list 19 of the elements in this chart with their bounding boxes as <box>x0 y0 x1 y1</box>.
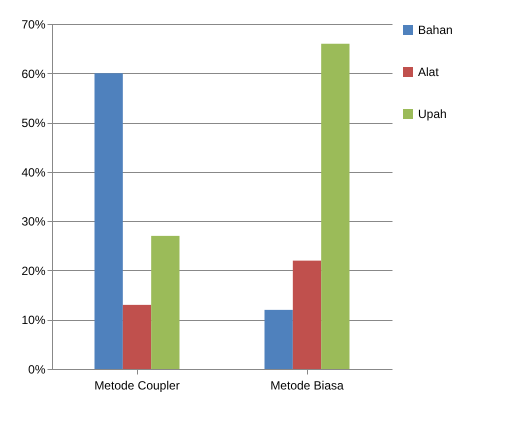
y-tick-label: 10% <box>21 313 46 328</box>
y-tick-label: 50% <box>21 116 46 130</box>
y-tick-label: 70% <box>21 18 46 32</box>
y-tick-label: 60% <box>21 66 46 81</box>
legend-label: Alat <box>418 65 440 79</box>
legend-label: Bahan <box>418 23 453 37</box>
x-tick-label: Metode Biasa <box>270 378 344 392</box>
bar <box>264 310 293 369</box>
legend-label: Upah <box>418 107 447 121</box>
bar <box>321 44 350 369</box>
bar <box>151 236 180 369</box>
bar <box>122 304 152 369</box>
bar <box>292 260 322 369</box>
y-tick-label: 20% <box>21 264 46 278</box>
y-tick-label: 0% <box>28 362 46 376</box>
y-tick-label: 30% <box>21 214 46 229</box>
x-tick-label: Metode Coupler <box>94 378 180 392</box>
bar <box>94 73 123 369</box>
y-tick-label: 40% <box>21 165 46 180</box>
